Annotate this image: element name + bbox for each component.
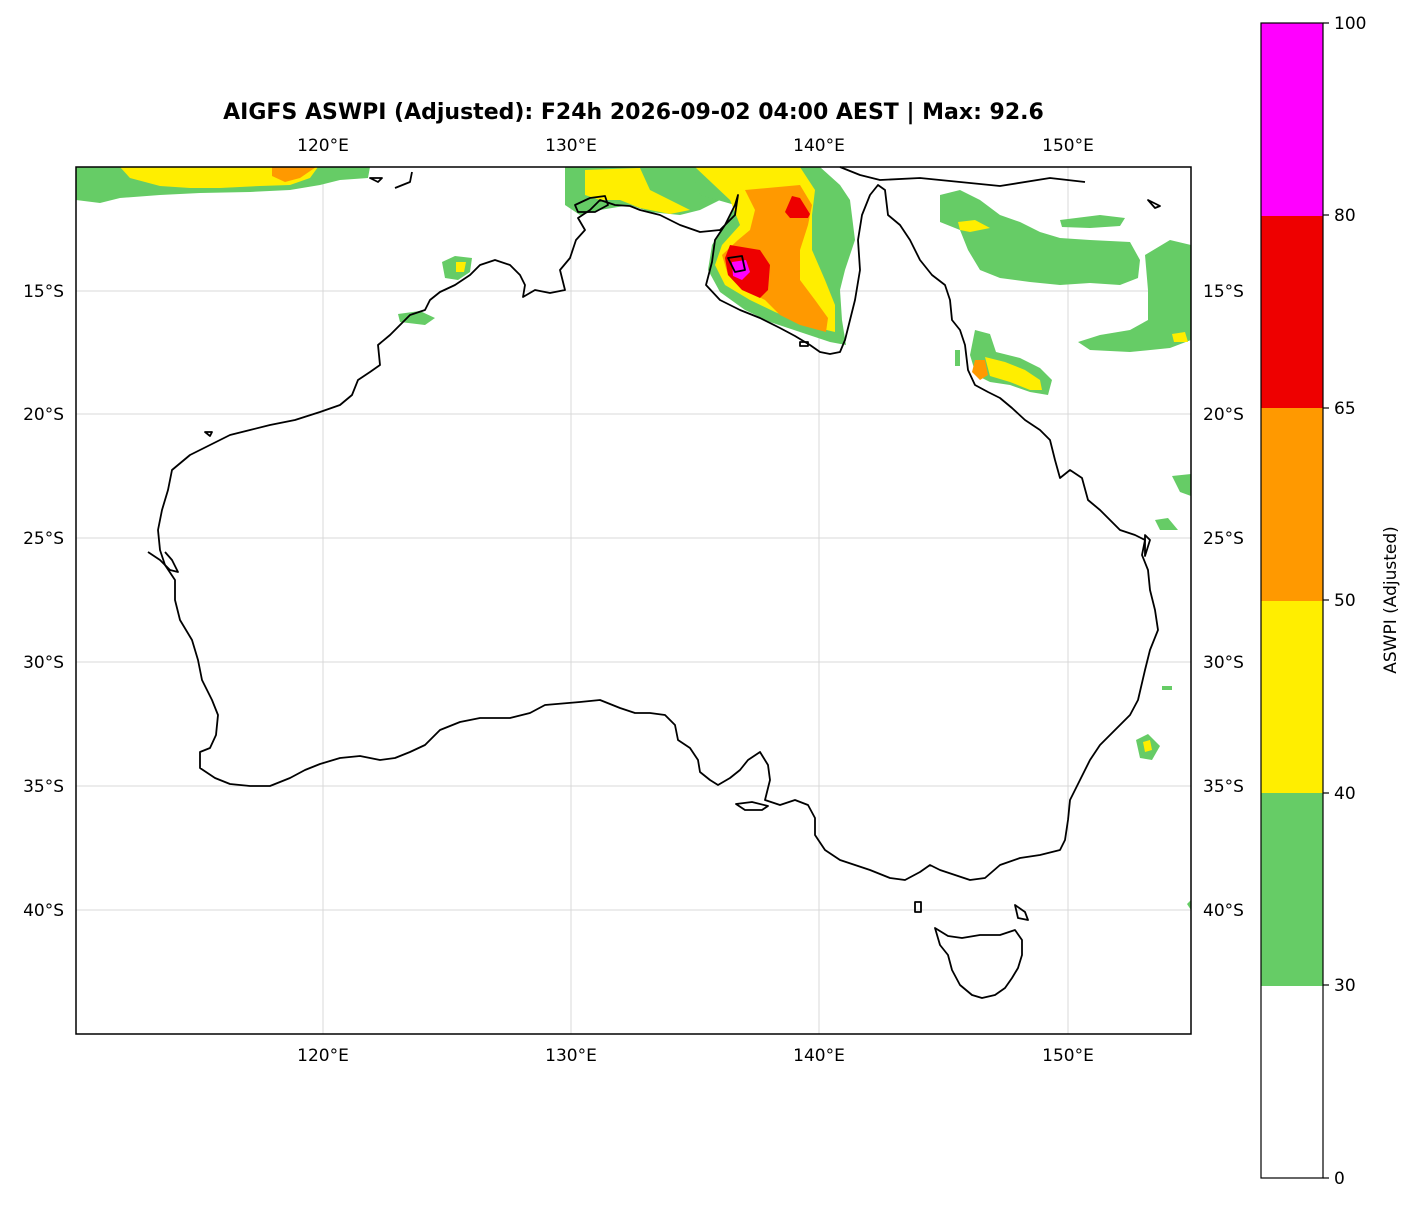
shade-green-east-3 [1162,686,1172,690]
colorbar-tick-50: 50 [1334,591,1356,611]
lat-tick-right-30: 30°S [1203,653,1244,673]
coastline-timor [369,177,383,183]
lat-ticks-right: 15°S 20°S 25°S 30°S 35°S 40°S [1203,282,1244,921]
lat-tick-left-40: 40°S [23,901,64,921]
shade-green-coral-2 [1060,215,1125,228]
lon-tick-bottom-130: 130°E [545,1046,597,1066]
lat-tick-right-20: 20°S [1203,405,1244,425]
coastlines [147,166,1161,999]
shade-yellow-kimberley [456,262,466,272]
lon-ticks-top: 120°E 130°E 140°E 150°E [297,136,1094,156]
colorbar-tick-30: 30 [1334,976,1356,996]
shade-orange-townsville [972,360,988,380]
map-frame [75,166,1192,1035]
map-title: AIGFS ASWPI (Adjusted): F24h 2026-09-02 … [223,100,1044,125]
colorbar-bin-50-65 [1261,408,1323,601]
colorbar-bin-65-80 [1261,215,1323,408]
colorbar-bin-0-30 [1261,985,1323,1178]
lat-tick-right-15: 15°S [1203,282,1244,302]
lon-tick-top-150: 150°E [1042,136,1094,156]
shade-yellow-nw [120,167,318,188]
shade-orange-nw [272,167,316,182]
lat-tick-right-40: 40°S [1203,901,1244,921]
coastline-kangaroo-island [735,801,769,811]
shade-yellow-townsville [985,357,1042,390]
shade-yellow-arnhem [585,168,690,214]
lat-tick-left-30: 30°S [23,653,64,673]
lon-tick-top-140: 140°E [793,136,845,156]
shade-yellow-coral-1 [958,220,990,232]
shade-yellow-east-4 [1143,740,1152,752]
shade-green-east-5 [1187,900,1191,910]
shade-green-gulf-east [810,200,850,270]
shade-green-east-1 [1172,474,1191,496]
coastline-melville-island [574,195,609,213]
lat-tick-right-25: 25°S [1203,529,1244,549]
colorbar-bin-30-40 [1261,793,1323,986]
coastline-islands-north [394,171,413,189]
coastline-king-island [914,901,922,913]
lon-tick-bottom-150: 150°E [1042,1046,1094,1066]
lon-tick-bottom-120: 120°E [297,1046,349,1066]
colorbar-bin-40-50 [1261,600,1323,793]
coastline-shark-bay [147,551,179,573]
lat-tick-left-15: 15°S [23,282,64,302]
colorbar-label: ASWPI (Adjusted) [1381,526,1401,674]
coastline-barrow-island [204,431,213,437]
colorbar-bin-80-100 [1261,23,1323,216]
colorbar-tick-80: 80 [1334,206,1356,226]
shade-green-east-2 [1155,518,1178,530]
shade-yellow-coral-3 [1172,332,1188,342]
aswpi-shading [76,167,1191,910]
shade-green-coral-1 [940,190,1140,285]
colorbar: 0 30 40 50 65 80 100 ASWPI (Adjusted) [1260,14,1401,1189]
shade-green-coral-3 [1078,240,1191,352]
lat-tick-right-35: 35°S [1203,777,1244,797]
colorbar-tick-40: 40 [1334,784,1356,804]
shade-green-mackay [955,350,960,366]
colorbar-tick-100: 100 [1334,14,1366,34]
map-background [76,167,1191,1034]
coastline-groote-eylandt [727,255,746,273]
lon-tick-top-130: 130°E [545,136,597,156]
lat-ticks-left: 15°S 20°S 25°S 30°S 35°S 40°S [23,282,64,921]
lat-tick-left-35: 35°S [23,777,64,797]
coastline-png-2 [1147,199,1161,209]
coastline-png-1 [839,166,1086,187]
colorbar-tick-65: 65 [1334,399,1356,419]
lon-tick-top-120: 120°E [297,136,349,156]
coastline-mornington-island [799,341,809,347]
shade-green-broome [398,311,435,325]
coastline-mainland [157,184,1159,881]
shade-red-gulf-north [785,196,810,218]
colorbar-tick-marks [1323,22,1329,1179]
coastline-tasmania [934,927,1023,999]
lon-ticks-bottom: 120°E 130°E 140°E 150°E [297,1046,1094,1066]
lat-tick-left-20: 20°S [23,405,64,425]
colorbar-tick-0: 0 [1334,1169,1345,1189]
coastline-fraser-island [1144,534,1151,557]
shade-orange-gulf [722,185,828,332]
lat-tick-left-25: 25°S [23,529,64,549]
coastline-flinders-island [1014,904,1029,921]
lon-tick-bottom-140: 140°E [793,1046,845,1066]
